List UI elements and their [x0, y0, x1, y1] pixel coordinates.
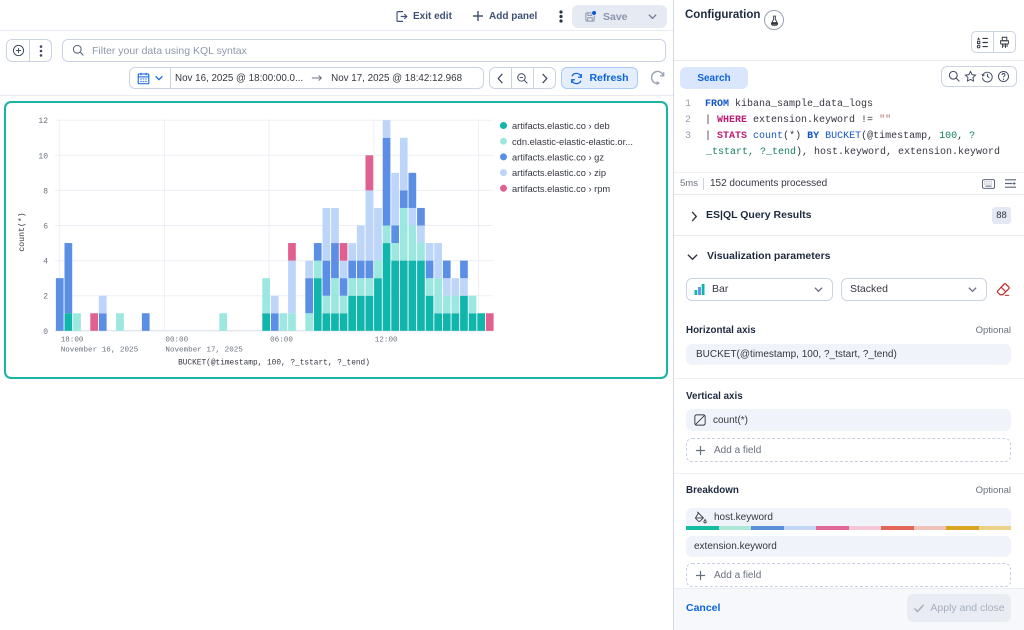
svg-text:18:00: 18:00	[61, 336, 84, 344]
svg-text:12: 12	[38, 117, 48, 126]
svg-text:4: 4	[43, 258, 48, 267]
svg-text:artifacts.elastic.co › deb: artifacts.elastic.co › deb	[512, 121, 610, 131]
svg-text:cdn.elastic-elastic-elastic.or: cdn.elastic-elastic-elastic.or...	[512, 137, 633, 147]
svg-text:November 17, 2025: November 17, 2025	[165, 346, 243, 354]
svg-text:10: 10	[38, 152, 48, 161]
svg-text:0: 0	[43, 328, 48, 337]
svg-text:BUCKET(@timestamp, 100, ?_tsta: BUCKET(@timestamp, 100, ?_tstart, ?_tend…	[178, 360, 370, 368]
svg-text:06:00: 06:00	[270, 336, 293, 344]
svg-text:November 16, 2025: November 16, 2025	[61, 346, 139, 354]
svg-text:artifacts.elastic.co › rpm: artifacts.elastic.co › rpm	[512, 184, 610, 194]
svg-text:2: 2	[43, 293, 48, 302]
svg-text:artifacts.elastic.co › zip: artifacts.elastic.co › zip	[512, 168, 606, 178]
svg-text:6: 6	[43, 223, 48, 232]
svg-text:12:00: 12:00	[375, 336, 398, 344]
svg-text:count(*): count(*)	[17, 212, 27, 251]
svg-text:8: 8	[43, 187, 48, 196]
svg-text:00:00: 00:00	[165, 336, 188, 344]
svg-text:artifacts.elastic.co › gz: artifacts.elastic.co › gz	[512, 153, 604, 163]
